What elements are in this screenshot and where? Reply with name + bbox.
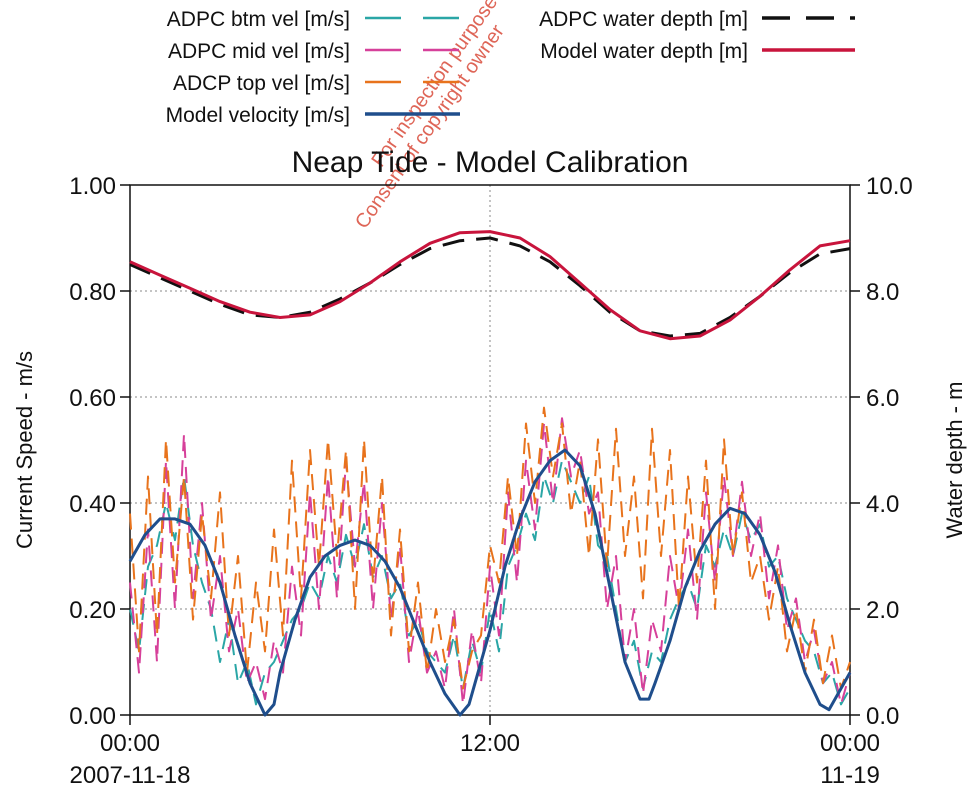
legend-label: ADPC mid vel [m/s]: [168, 40, 350, 63]
y-left-tick-label: 1.00: [69, 173, 116, 200]
y-left-tick-label: 0.40: [69, 491, 116, 518]
series-line-2: [129, 406, 851, 690]
y-right-tick-label: 0.0: [866, 703, 899, 730]
legend-label: ADCP top vel [m/s]: [173, 72, 350, 95]
y-right-tick-label: 8.0: [866, 279, 899, 306]
axes: 0.00 0.20 0.40 0.60 0.80 1.00 0.0 2.0 4.0 6.0 8.0 1…: [69, 173, 912, 789]
y-axis-right-title: Water depth - m: [942, 382, 967, 539]
y-left-tick-label: 0.00: [69, 703, 116, 730]
legend-label: Model velocity [m/s]: [166, 104, 350, 127]
series-line-5: [129, 230, 851, 341]
legend: ADPC btm vel [m/s] ADPC mid vel [m/s] ADCP…: [166, 8, 855, 127]
y-left-tick-label: 0.80: [69, 279, 116, 306]
y-right-tick-label: 2.0: [866, 597, 899, 624]
x-tick-label: 00:00: [820, 730, 880, 757]
y-left-tick-label: 0.60: [69, 385, 116, 412]
x-tick-sublabel: 11-19: [820, 762, 880, 789]
series-line-4: [129, 236, 851, 338]
legend-label: ADPC water depth [m]: [539, 8, 748, 31]
legend-label: Model water depth [m]: [540, 40, 748, 63]
watermark: Consent of copyright owner For inspectio…: [351, 0, 509, 233]
y-axis-left-title: Current Speed - m/s: [12, 351, 37, 549]
x-tick-label: 12:00: [460, 730, 520, 757]
legend-label: ADPC btm vel [m/s]: [167, 8, 350, 31]
y-left-tick-label: 0.20: [69, 597, 116, 624]
y-right-tick-label: 10.0: [866, 173, 913, 200]
chart-title: Neap Tide - Model Calibration: [292, 146, 689, 179]
svg-text:Consent of copyright owner: Consent of copyright owner: [351, 21, 509, 233]
x-tick-label: 00:00: [100, 730, 160, 757]
y-right-tick-label: 6.0: [866, 385, 899, 412]
series-group: [128, 230, 852, 717]
series-line-3: [128, 448, 852, 717]
x-tick-sublabel: 2007-11-18: [70, 762, 191, 789]
y-right-tick-label: 4.0: [866, 491, 899, 518]
